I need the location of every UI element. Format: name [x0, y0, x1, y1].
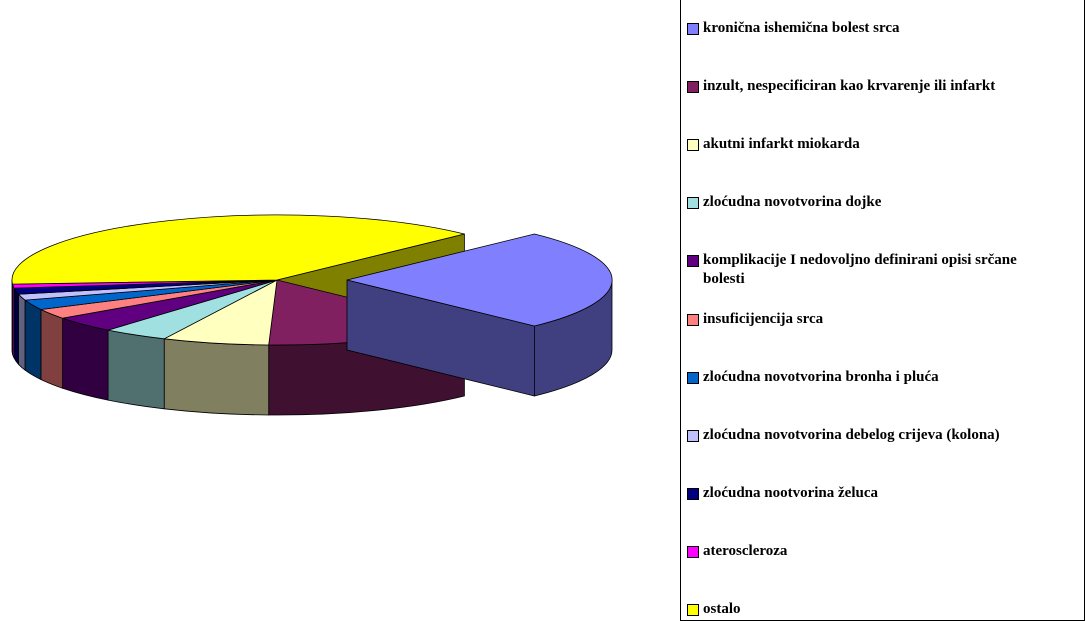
legend-swatch [687, 487, 699, 500]
legend-label: akutni infarkt miokarda [703, 136, 860, 153]
legend-swatch [687, 23, 699, 35]
legend-item: zloćudna nootvorina želuca [687, 484, 1043, 503]
legend-swatch [687, 255, 699, 268]
legend-item: insuficijencija srca [687, 310, 1043, 329]
legend-swatch [687, 139, 699, 152]
legend-item: zloćudna novotvorina dojke [687, 193, 1043, 212]
legend-label: zloćudna novotvorina bronha i pluća [703, 368, 939, 385]
legend-label: zloćudna novotvorina dojke [703, 194, 882, 211]
slice-side [18, 293, 26, 371]
slice [11, 214, 465, 285]
legend-label: zloćudna nootvorina želuca [703, 484, 878, 501]
legend-label: ostalo [703, 601, 741, 617]
chart [11, 214, 613, 416]
slice [346, 233, 613, 327]
legend-item: komplikacije I nedovoljno definirani opi… [687, 251, 1043, 289]
legend-label: insuficijencija srca [703, 310, 824, 327]
legend-swatch [687, 81, 699, 94]
legend-item: kronična ishemična bolest srca [687, 19, 1043, 38]
legend-label: komplikacije I nedovoljno definirani opi… [703, 252, 1017, 288]
slice-side [24, 299, 42, 381]
legend-label: kronična ishemična bolest srca [703, 20, 900, 36]
legend-swatch [687, 197, 699, 210]
slice-side [163, 338, 270, 416]
legend-item: zloćudna novotvorina debelog crijeva (ko… [687, 426, 1043, 445]
legend-swatch [687, 371, 699, 384]
legend-swatch [687, 313, 699, 326]
slice-side [40, 308, 63, 389]
legend-swatch [687, 604, 699, 616]
slice-side [11, 279, 13, 355]
legend: kronična ishemična bolest srca inzult, ne… [680, 0, 1085, 621]
legend-item: zloćudna novotvorina bronha i pluća [687, 368, 1043, 387]
slice-side [107, 329, 165, 410]
legend-item: inzult, nespecificiran kao krvarenje ili… [687, 77, 1043, 96]
legend-item: ateroscleroza [687, 542, 1043, 561]
legend-swatch [687, 545, 699, 558]
legend-label: ateroscleroza [703, 542, 788, 559]
slice-side [62, 317, 109, 401]
slice-side [13, 287, 19, 366]
legend-swatch [687, 429, 699, 442]
legend-item: akutni infarkt miokarda [687, 135, 1043, 154]
legend-label: inzult, nespecificiran kao krvarenje ili… [703, 78, 996, 95]
legend-label: zloćudna novotvorina debelog crijeva (ko… [703, 426, 1000, 443]
legend-item: ostalo [687, 600, 1043, 619]
